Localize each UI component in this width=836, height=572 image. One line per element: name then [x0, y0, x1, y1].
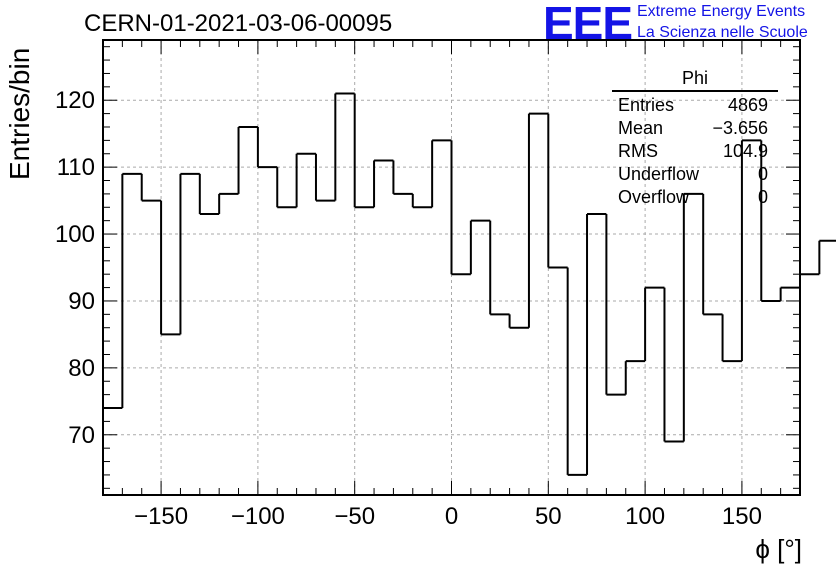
stats-row-rms: RMS 104.9 — [612, 140, 778, 163]
stats-row-entries: Entries 4869 — [612, 94, 778, 117]
x-tick-label: 100 — [625, 503, 665, 530]
stats-label: Entries — [618, 95, 675, 115]
histogram-bins — [103, 92, 836, 476]
logo-subtitle-line2: La Scienza nelle Scuole — [637, 24, 808, 41]
x-tick-label: −100 — [231, 503, 285, 530]
axis-ticks — [102, 40, 801, 495]
stats-label: RMS — [618, 141, 658, 161]
y-tick-label: 100 — [55, 221, 95, 248]
stats-value: 0 — [757, 164, 768, 184]
run-title: CERN-01-2021-03-06-00095 — [84, 10, 393, 37]
logo-subtitle-line1: Extreme Energy Events — [637, 3, 806, 20]
plot-frame — [102, 39, 801, 496]
x-tick-label: −150 — [134, 503, 188, 530]
y-tick-label: 110 — [57, 154, 95, 181]
stats-value: 4869 — [727, 95, 768, 115]
x-tick-label: 0 — [445, 503, 458, 530]
stats-label: Overflow — [618, 187, 690, 207]
stats-title: Phi — [612, 66, 778, 92]
stats-value: 0 — [757, 187, 768, 207]
x-tick-label: −50 — [334, 503, 375, 530]
y-tick-label: 80 — [68, 355, 95, 382]
stats-label: Mean — [618, 118, 664, 138]
y-tick-label: 120 — [55, 87, 95, 114]
stats-row-underflow: Underflow 0 — [612, 163, 778, 186]
stats-value: −3.656 — [712, 118, 768, 138]
y-tick-label: 90 — [68, 288, 95, 315]
stats-label: Underflow — [618, 164, 700, 184]
stats-value: 104.9 — [722, 141, 768, 161]
x-tick-label: 50 — [535, 503, 562, 530]
x-axis-label: ϕ [°] — [755, 534, 802, 564]
stats-row-overflow: Overflow 0 — [612, 186, 778, 209]
eee-logo: EEE — [543, 0, 633, 49]
stats-row-mean: Mean −3.656 — [612, 117, 778, 140]
y-axis-label: Entries/bin — [4, 47, 35, 180]
axis-tick-labels: −150 −100 −50 0 50 100 150 70 80 90 100 110 120 — [55, 87, 762, 530]
y-tick-label: 70 — [68, 422, 95, 449]
stats-box: Phi Entries 4869 Mean −3.656 RMS 104.9 U… — [612, 66, 778, 209]
x-tick-label: 150 — [722, 503, 762, 530]
